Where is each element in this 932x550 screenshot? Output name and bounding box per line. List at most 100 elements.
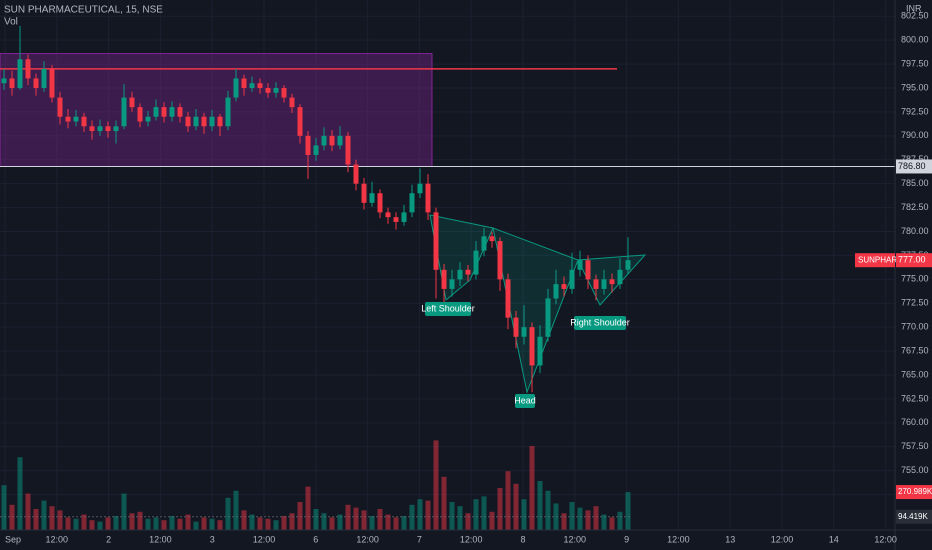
x-tick-label: 12:00 [667,534,690,544]
candle-body [393,217,399,222]
volume-bar [297,502,303,530]
y-tick-label: 792.50 [901,106,929,116]
volume-bar [113,516,119,530]
volume-bar [609,517,615,530]
candle-body [449,279,455,289]
candle-body [441,269,447,289]
candle-body [185,116,191,127]
candle-body [345,135,351,165]
currency: INR [906,3,922,13]
last-price-label-bg [896,253,932,268]
volume-bar [497,488,503,530]
y-tick-label: 780.00 [901,226,929,236]
candle-body [129,97,135,108]
candle-body [377,193,383,213]
volume-bar [625,492,631,530]
volume-bar [337,514,343,530]
chart-title: SUN PHARMACEUTICAL, 15, NSE [4,5,163,16]
drawings [0,53,895,167]
candle-body [121,97,127,127]
volume-last-label-bg [896,485,932,500]
x-tick-label: 12:00 [149,534,172,544]
y-tick-label: 755.00 [901,465,929,475]
candle-body [537,336,543,366]
volume-bar [585,510,591,530]
volume-bar [185,514,191,530]
symbol-bg [855,253,895,268]
volume-bar [153,517,159,530]
volume-bar [201,517,207,530]
candle-body [609,279,615,285]
volume-bar [353,507,359,530]
candle-body [465,269,471,275]
candle-body [97,126,103,132]
candle-body [361,183,367,203]
candle-body [209,116,215,127]
y-tick-label: 772.50 [901,298,929,308]
volume-bar [73,518,79,530]
candle-body [545,298,551,337]
x-tick-label: 12:00 [874,534,897,544]
candle-body [433,212,439,270]
volume-bar [377,509,383,530]
candle-body [249,83,255,89]
candle-body [321,135,327,146]
x-tick-label: Sep [5,534,21,544]
volume-bar [49,506,55,530]
candle-body [369,193,375,203]
candle-body [49,68,55,98]
candle-body [57,97,63,117]
candle-body [225,97,231,127]
volume-bar [33,509,39,530]
candle-body [281,88,287,98]
candle-body [561,284,567,289]
candle-body [593,279,599,289]
candle-body [313,145,319,155]
axis-labels: 802.50 800.00 797.50 795.00 792.50 790.00 787.… [5,11,932,544]
candle-body [9,78,15,89]
volume-bar [393,517,399,530]
volume-bar [521,499,527,530]
candle-body [65,116,71,122]
candle-body [113,126,119,132]
candle-body [473,250,479,275]
y-tick-label: 770.00 [901,322,929,332]
volume-bar [265,518,271,530]
volume-bar [561,513,567,530]
x-tick-label: 3 [210,534,215,544]
grid [0,0,895,530]
x-tick-label: 7 [417,534,422,544]
candle-body [105,126,111,132]
volume-bar [505,471,511,530]
volume-bar [345,504,351,530]
y-tick-label: 795.00 [901,82,929,92]
x-tick-label: 6 [313,534,318,544]
pattern-label: Left Shoulder [421,303,475,313]
candle-body [305,135,311,155]
volume-pane [0,440,632,530]
volume-bar [545,490,551,530]
candle-body [425,183,431,213]
volume-bar [449,502,455,530]
candle-body [409,193,415,213]
volume-bar [305,486,311,530]
volume-bar [577,507,583,530]
x-tick-label: 8 [520,534,525,544]
volume-bar [601,514,607,530]
volume-bar [129,513,135,530]
x-tick-label: 12:00 [356,534,379,544]
volume-bar [249,514,255,530]
volume-bar [361,510,367,530]
x-tick-label: 2 [106,534,111,544]
candle-body [241,78,247,89]
range-box [0,53,433,167]
volume-bar [145,518,151,530]
candle-body [153,107,159,117]
candle-body [385,212,391,218]
volume-bar [209,518,215,530]
candle-body [273,88,279,93]
volume-bar [417,499,423,530]
last-price-label: 777.00 [898,255,926,265]
price-axis [895,0,932,550]
volume-bar [457,506,463,530]
